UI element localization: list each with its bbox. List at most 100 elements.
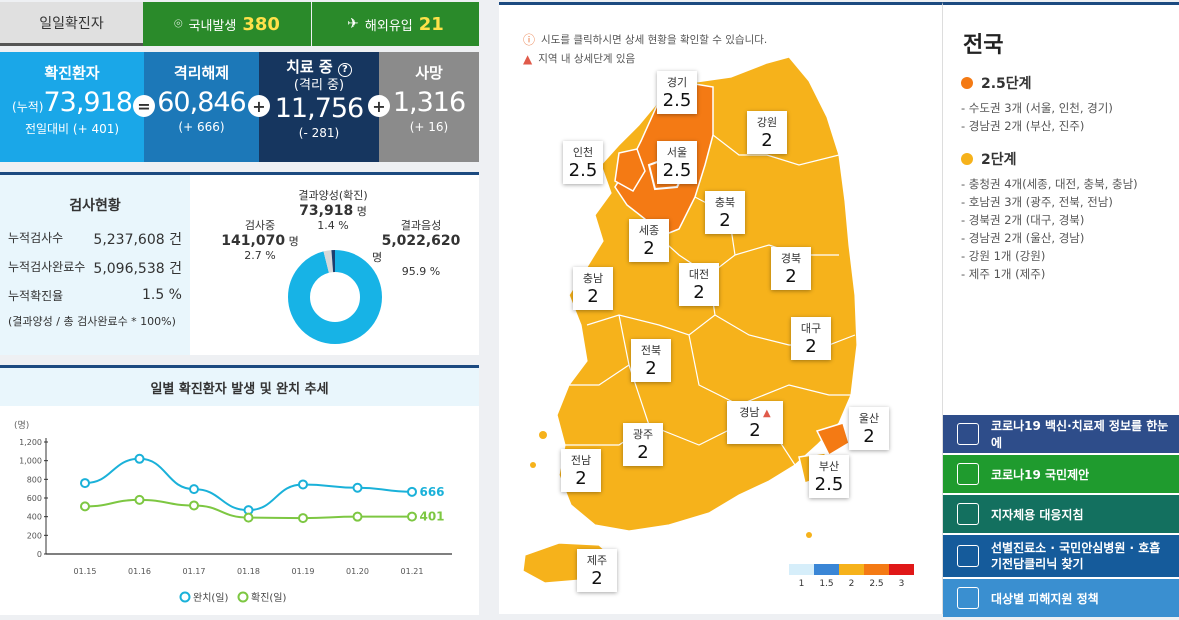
region-card-gwangju[interactable]: 광주 2: [623, 423, 663, 466]
citizen-proposal-button[interactable]: 코로나19 국민제안: [943, 455, 1179, 493]
level-item: - 경북권 2개 (대구, 경북): [961, 213, 1085, 227]
daily-trend-line-chart: (명) 0 200 400 600 800 1,000 1,200 01.15 01.16 01.1…: [14, 420, 452, 604]
map-info-click: ⓘ 시도를 클릭하시면 상세 현황을 확인할 수 있습니다.: [523, 33, 768, 47]
data-point: [189, 484, 199, 495]
island-shape: [530, 462, 536, 468]
test-note: (결과양성 / 총 검사완료수 * 100%): [8, 315, 176, 328]
level-item: - 수도권 3개 (서울, 인천, 경기): [961, 101, 1113, 115]
chart-title: 일별 확진환자 발생 및 완치 추세: [0, 368, 479, 406]
legend-item: 1.5: [814, 564, 839, 589]
testing-label: 검사중 141,070 명 2.7 %: [221, 219, 299, 262]
daily-trend-chart-panel: 일별 확진환자 발생 및 완치 추세 (명) 0 200 400 600 800 1,000…: [0, 365, 479, 615]
map-panel: ⓘ 시도를 클릭하시면 상세 현황을 확인할 수 있습니다. ▲ 지역 내 상세단계…: [499, 2, 942, 614]
x-tick-label: 01.17: [183, 567, 206, 576]
level-dot-icon: [961, 77, 973, 89]
level-2-5-title: 2.5단계: [961, 73, 1179, 93]
region-card-daejeon[interactable]: 대전 2: [679, 263, 719, 306]
plus-operator: +: [368, 95, 390, 117]
warning-triangle-icon: ▲: [523, 51, 533, 66]
checklist-icon: [957, 503, 979, 525]
test-result-donut-panel: 결과양성(확진) 73,918 명 1.4 % 검사중 141,070 명 2.…: [190, 172, 479, 355]
map-legend: 1 1.5 2 2.5 3: [789, 564, 914, 589]
level-item: - 경남권 2개 (울산, 경남): [961, 231, 1085, 245]
region-card-gyeongnam[interactable]: 경남 ▲ 2: [727, 401, 783, 444]
data-point: [80, 478, 90, 489]
data-point: [407, 511, 417, 522]
y-tick-label: 0: [37, 550, 42, 559]
x-tick-label: 01.21: [401, 567, 424, 576]
document-edit-icon: [957, 463, 979, 485]
end-value-label: 401: [419, 510, 444, 524]
level-item: - 강원 1개 (강원): [961, 249, 1046, 263]
level-item: - 경남권 2개 (부산, 진주): [961, 119, 1085, 133]
folder-icon: [957, 587, 979, 609]
legend-label: 완치(일): [193, 592, 229, 604]
region-card-jeju[interactable]: 제주 2: [577, 549, 617, 592]
level-item: - 호남권 3개 (광주, 전북, 전남): [961, 195, 1113, 209]
end-value-label: 666: [419, 485, 444, 499]
region-card-chungbuk[interactable]: 충북 2: [705, 191, 745, 234]
test-row: 누적확진율 1.5 %: [8, 287, 182, 303]
y-tick-label: 400: [27, 513, 42, 522]
region-card-daegu[interactable]: 대구 2: [791, 317, 831, 360]
map-info-detail: ▲ 지역 내 상세단계 있음: [523, 51, 636, 66]
x-tick-label: 01.18: [237, 567, 260, 576]
warning-triangle-icon: ▲: [763, 408, 771, 419]
region-card-gyeonggi[interactable]: 경기 2.5: [657, 71, 697, 114]
local-guideline-button[interactable]: 지자체용 대응지침: [943, 495, 1179, 533]
region-card-busan[interactable]: 부산 2.5: [809, 455, 849, 498]
data-point: [407, 486, 417, 497]
domestic-value: 380: [242, 13, 280, 35]
incheon-region-shape[interactable]: [614, 148, 646, 193]
location-pin-icon: ⌾: [174, 16, 183, 32]
region-card-jeonnam[interactable]: 전남 2: [561, 449, 601, 492]
y-axis-label: (명): [14, 420, 29, 431]
region-card-ulsan[interactable]: 울산 2: [849, 407, 889, 450]
level-2-title: 2단계: [961, 149, 1179, 169]
negative-label: 결과음성 5,022,620 명 95.9 %: [372, 219, 461, 278]
damage-support-button[interactable]: 대상별 피해지원 정책: [943, 579, 1179, 617]
overseas-cases: ✈ 해외유입 21: [312, 2, 479, 46]
vaccine-info-button[interactable]: 코로나19 백신·치료제 정보를 한눈에: [943, 415, 1179, 453]
region-card-jeonbuk[interactable]: 전북 2: [631, 339, 671, 382]
test-status-panel: 검사현황 누적검사수 5,237,608 건 누적검사완료수 5,096,538 건…: [0, 172, 190, 355]
region-card-sejong[interactable]: 세종 2: [629, 219, 669, 262]
region-card-chungnam[interactable]: 충남 2: [573, 267, 613, 310]
data-point: [134, 453, 145, 464]
level-item: - 충청권 4개(세종, 대전, 충북, 충남): [961, 177, 1138, 191]
y-tick-label: 1,000: [19, 457, 42, 466]
deaths-stat: 사망 1,316 (+ 16): [379, 52, 479, 162]
legend-item: 1: [789, 564, 814, 589]
region-card-gyeongbuk[interactable]: 경북 2: [771, 247, 811, 290]
test-donut-chart: [288, 250, 382, 344]
data-point: [243, 512, 254, 523]
distancing-summary-panel: 전국 2.5단계 - 수도권 3개 (서울, 인천, 경기) - 경남권 2개 …: [942, 2, 1179, 617]
legend-marker: [237, 591, 249, 603]
data-point: [298, 479, 308, 490]
positive-label: 결과양성(확진) 73,918 명 1.4 %: [298, 189, 368, 232]
data-point: [189, 500, 199, 511]
x-tick-label: 01.19: [292, 567, 315, 576]
data-point: [352, 511, 363, 522]
confirmed-stat: 확진환자 (누적)73,918 전일대비 (+ 401): [0, 52, 144, 162]
plus-operator: +: [248, 95, 270, 117]
help-icon[interactable]: ?: [337, 63, 352, 77]
clinic-finder-button[interactable]: 선별진료소 · 국민안심병원 · 호흡기전담클리닉 찾기: [943, 535, 1179, 577]
legend-label: 확진(일): [251, 592, 287, 604]
test-status-title: 검사현황: [69, 198, 121, 214]
data-point: [298, 513, 308, 524]
data-point: [80, 501, 90, 512]
treating-stat: 치료 중 ? (격리 중) 11,756 (- 281): [259, 52, 379, 162]
y-tick-label: 800: [27, 475, 42, 484]
region-card-gangwon[interactable]: 강원 2: [747, 111, 787, 154]
x-tick-label: 01.16: [128, 567, 151, 576]
airplane-icon: ✈: [347, 16, 359, 32]
test-row: 누적검사완료수 5,096,538 건: [8, 260, 182, 277]
legend-item: 2.5: [864, 564, 889, 589]
y-tick-label: 600: [27, 494, 42, 503]
released-stat: 격리해제 60,846 (+ 666): [144, 52, 259, 162]
series-line-0: [84, 457, 413, 512]
hospital-icon: [957, 545, 979, 567]
region-card-incheon[interactable]: 인천 2.5: [563, 141, 603, 184]
region-card-seoul[interactable]: 서울 2.5: [657, 141, 697, 184]
